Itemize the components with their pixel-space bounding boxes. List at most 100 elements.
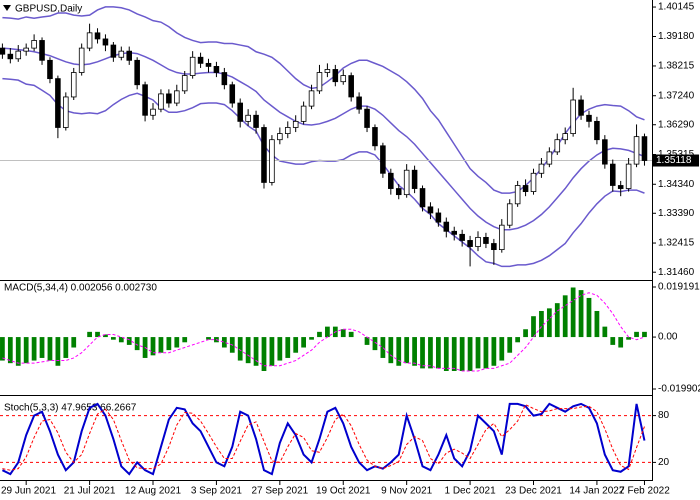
bollinger-band — [2, 47, 645, 231]
histogram-bar — [372, 337, 378, 351]
candle-body — [134, 59, 140, 86]
candle-body — [435, 212, 442, 223]
candle-body — [356, 96, 362, 110]
chart-title: GBPUSD,Daily — [15, 4, 82, 15]
y-tick-label: -0.019902 — [658, 384, 700, 395]
candle-body — [578, 99, 584, 116]
histogram-bar — [158, 337, 164, 353]
histogram-bar — [47, 337, 53, 361]
candle-body — [197, 56, 204, 64]
histogram-bar — [0, 337, 5, 361]
histogram-bar — [340, 329, 346, 338]
price-label: 1.35118 — [656, 155, 692, 166]
histogram-bar — [269, 337, 275, 366]
candle-body — [332, 69, 339, 83]
y-tick-label: 1.32415 — [658, 238, 695, 249]
histogram-bar — [325, 326, 330, 338]
candle-body — [427, 206, 434, 214]
candle-body — [102, 38, 109, 46]
candle-body — [31, 40, 37, 49]
candle-body — [86, 32, 93, 49]
candle-body — [586, 114, 592, 122]
candle-body — [261, 127, 267, 183]
candle-body — [229, 84, 236, 104]
y-tick-label: 1.37240 — [658, 90, 695, 101]
histogram-bar — [435, 337, 441, 369]
histogram-bar — [55, 337, 61, 366]
candle-body — [459, 233, 465, 241]
candle-body — [181, 75, 188, 92]
signal-line — [2, 292, 645, 372]
histogram-bar — [63, 337, 69, 358]
candle-body — [641, 136, 648, 161]
histogram-bar — [483, 337, 489, 369]
candle-body — [522, 185, 529, 192]
histogram-bar — [261, 337, 267, 371]
candle-body — [142, 84, 148, 116]
candle-body — [15, 50, 22, 60]
candle-body — [340, 75, 347, 83]
candle-body — [609, 163, 616, 186]
histogram-bar — [642, 331, 647, 338]
candle-body — [277, 133, 283, 141]
candle-body — [118, 50, 125, 58]
histogram-bar — [507, 337, 513, 353]
histogram-bar — [245, 337, 251, 364]
candle-body — [483, 236, 489, 244]
x-tick-label: 7 Feb 2022 — [619, 486, 670, 497]
x-tick-label: 3 Sep 2021 — [191, 486, 243, 497]
y-tick-label: 0.019191 — [658, 282, 700, 293]
histogram-bar — [420, 337, 425, 369]
candle-body — [530, 172, 537, 192]
histogram-bar — [221, 337, 227, 348]
candle-body — [189, 56, 196, 76]
candle-body — [411, 169, 418, 189]
histogram-bar — [206, 337, 211, 340]
candle-body — [253, 114, 259, 128]
candle-body — [443, 221, 450, 232]
histogram-bar — [182, 337, 188, 343]
candle-body — [308, 90, 315, 107]
x-tick-label: 12 Aug 2021 — [125, 486, 182, 497]
indicator-title: Stoch(5,3,3) 47.9653 66.2667 — [4, 403, 137, 414]
y-tick-label: 1.38215 — [658, 61, 695, 72]
histogram-bar — [531, 316, 536, 338]
histogram-bar — [348, 331, 354, 338]
candle-body — [602, 139, 608, 165]
candle-body — [110, 44, 117, 58]
histogram-bar — [39, 337, 45, 358]
candle-body — [506, 203, 513, 226]
histogram-bar — [150, 337, 156, 356]
histogram-bar — [126, 337, 132, 345]
candle-body — [269, 139, 275, 183]
candle-body — [23, 47, 29, 52]
histogram-bar — [317, 331, 322, 338]
histogram-bar — [293, 337, 299, 353]
histogram-bar — [491, 337, 497, 366]
histogram-bar — [562, 295, 568, 338]
candle-body — [292, 120, 299, 128]
candle-body — [166, 93, 172, 104]
histogram-bar — [388, 337, 394, 364]
histogram-bar — [31, 337, 37, 361]
y-tick-label: 20 — [658, 457, 670, 468]
candle-body — [245, 114, 251, 122]
candle-body — [538, 163, 545, 174]
histogram-bar — [499, 337, 505, 361]
candle-body — [570, 99, 576, 134]
symbol-menu-icon[interactable] — [3, 5, 11, 11]
histogram-bar — [396, 337, 402, 366]
histogram-bar — [554, 303, 560, 338]
candle-body — [213, 66, 220, 73]
x-tick-label: 23 Dec 2021 — [505, 486, 562, 497]
candle-body — [388, 172, 394, 189]
candle-body — [475, 236, 481, 247]
y-tick-label: 1.36290 — [658, 119, 695, 130]
candle-body — [594, 120, 600, 141]
candle-body — [380, 145, 386, 174]
histogram-bar — [253, 337, 259, 366]
histogram-bar — [71, 337, 77, 348]
histogram-bar — [610, 337, 616, 345]
candle-body — [324, 69, 331, 73]
